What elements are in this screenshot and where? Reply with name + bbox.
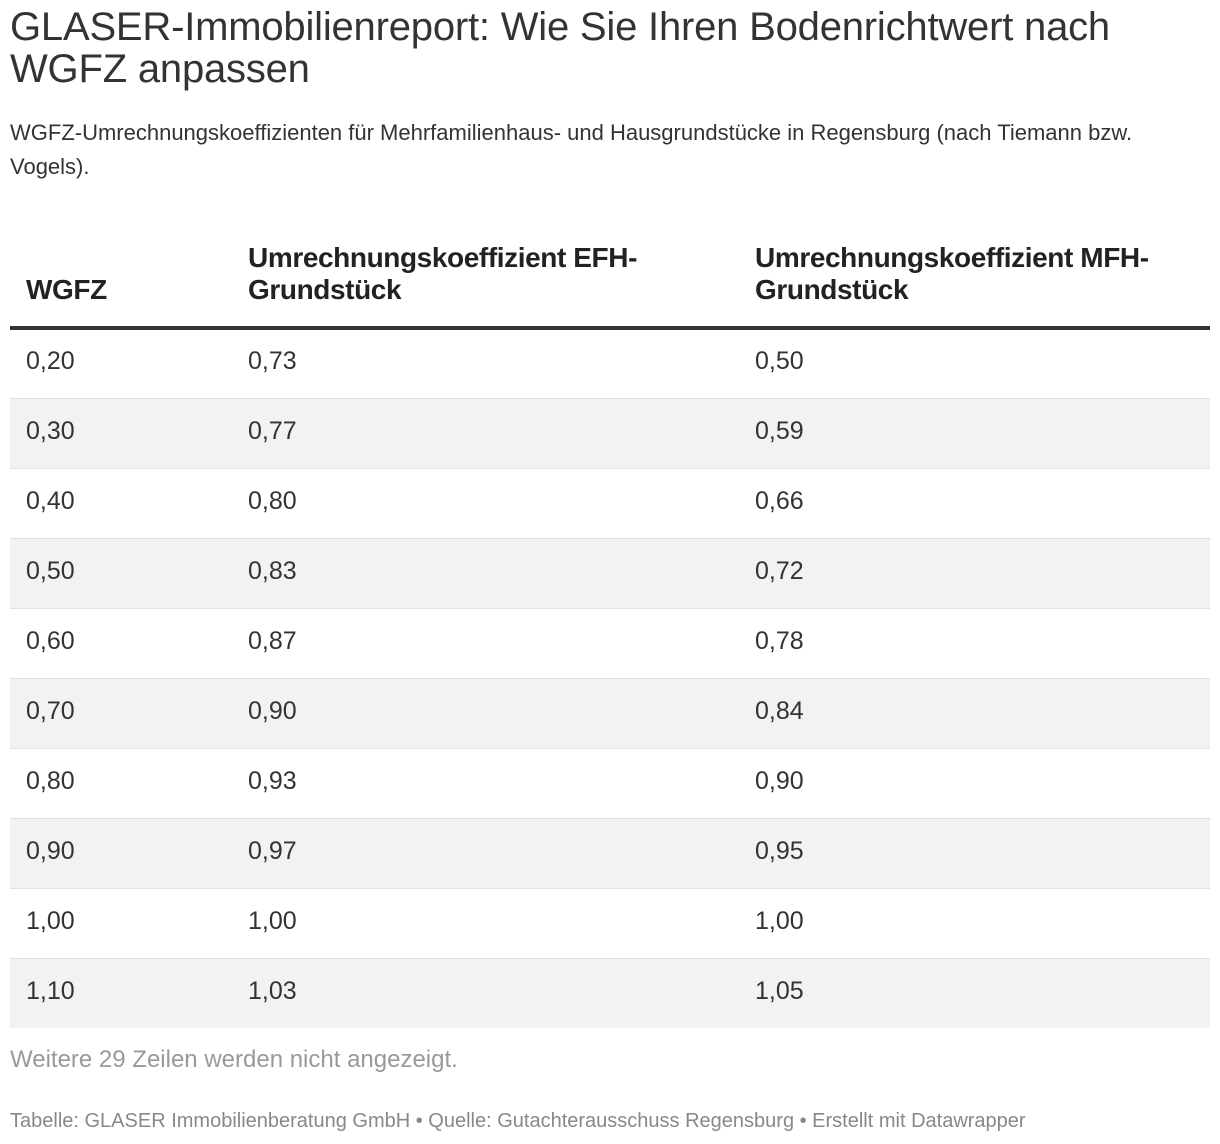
cell-mfh: 0,66	[739, 467, 1210, 538]
column-header-efh[interactable]: Umrechnungskoeffizient EFH-Grundstück	[232, 242, 739, 330]
table-row: 0,40 0,80 0,66	[10, 467, 1210, 538]
cell-efh: 0,90	[232, 677, 739, 748]
cell-efh: 0,97	[232, 817, 739, 888]
cell-mfh: 0,84	[739, 677, 1210, 748]
cell-efh: 1,00	[232, 887, 739, 958]
cell-efh: 0,93	[232, 747, 739, 818]
table-row: 1,10 1,03 1,05	[10, 957, 1210, 1028]
chart-footer: Tabelle: GLASER Immobilienberatung GmbH …	[10, 1110, 1026, 1132]
cell-mfh: 0,90	[739, 747, 1210, 818]
cell-efh: 0,73	[232, 328, 739, 398]
cell-wgfz: 0,80	[10, 747, 232, 818]
table-row: 0,60 0,87 0,78	[10, 607, 1210, 678]
cell-efh: 1,03	[232, 957, 739, 1028]
cell-mfh: 1,00	[739, 887, 1210, 958]
chart-subtitle: WGFZ-Umrechnungskoeffizienten für Mehrfa…	[10, 120, 1133, 179]
cell-wgfz: 0,90	[10, 817, 232, 888]
table-header-row: WGFZ Umrechnungskoeffizient EFH-Grundstü…	[10, 242, 1210, 330]
cell-wgfz: 1,10	[10, 957, 232, 1028]
cell-efh: 0,83	[232, 537, 739, 608]
cell-mfh: 0,78	[739, 607, 1210, 678]
cell-mfh: 0,72	[739, 537, 1210, 608]
cell-wgfz: 0,20	[10, 328, 232, 398]
cell-mfh: 0,59	[739, 397, 1210, 468]
table-row: 0,90 0,97 0,95	[10, 817, 1210, 888]
table-chart: GLASER-Immobilienreport: Wie Sie Ihren B…	[10, 0, 1210, 1133]
cell-wgfz: 0,60	[10, 607, 232, 678]
cell-mfh: 0,95	[739, 817, 1210, 888]
data-table: WGFZ Umrechnungskoeffizient EFH-Grundstü…	[10, 242, 1210, 1028]
table-row: 0,70 0,90 0,84	[10, 677, 1210, 748]
cell-wgfz: 0,70	[10, 677, 232, 748]
cell-wgfz: 0,50	[10, 537, 232, 608]
table-row: 1,00 1,00 1,00	[10, 887, 1210, 958]
table-row: 0,20 0,73 0,50	[10, 328, 1210, 398]
cell-efh: 0,80	[232, 467, 739, 538]
table-row: 0,30 0,77 0,59	[10, 397, 1210, 468]
cell-mfh: 1,05	[739, 957, 1210, 1028]
chart-title: GLASER-Immobilienreport: Wie Sie Ihren B…	[10, 5, 1110, 91]
table-row: 0,50 0,83 0,72	[10, 537, 1210, 608]
cell-wgfz: 1,00	[10, 887, 232, 958]
cell-wgfz: 0,40	[10, 467, 232, 538]
more-rows-note: Weitere 29 Zeilen werden nicht angezeigt…	[10, 1046, 458, 1073]
cell-efh: 0,77	[232, 397, 739, 468]
column-header-wgfz[interactable]: WGFZ	[10, 242, 232, 330]
cell-mfh: 0,50	[739, 328, 1210, 398]
cell-wgfz: 0,30	[10, 397, 232, 468]
column-header-mfh[interactable]: Umrechnungskoeffizient MFH-Grundstück	[739, 242, 1210, 330]
table-body: 0,20 0,73 0,50 0,30 0,77 0,59 0,40 0,80 0,66 0,50…	[10, 328, 1210, 1028]
table-row: 0,80 0,93 0,90	[10, 747, 1210, 818]
cell-efh: 0,87	[232, 607, 739, 678]
